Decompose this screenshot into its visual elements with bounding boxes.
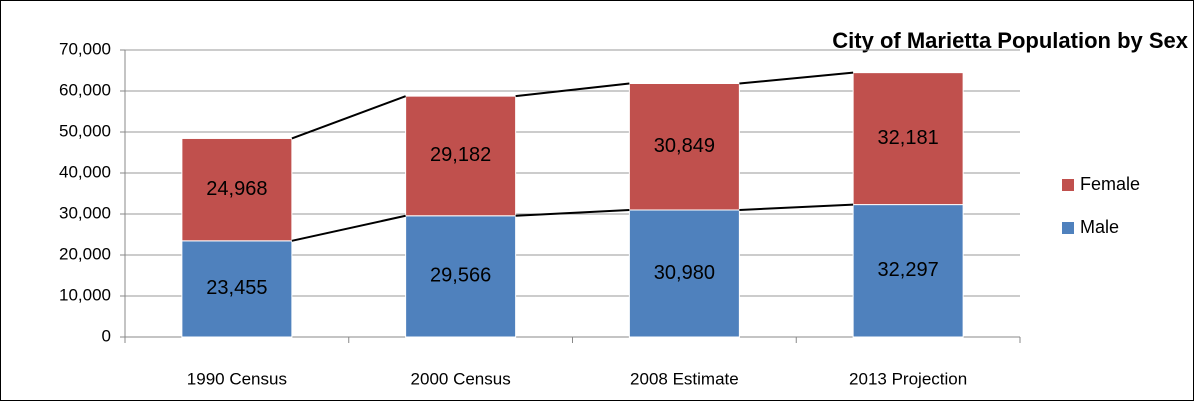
y-tick-label: 20,000 [59, 244, 111, 263]
value-label: 32,297 [878, 259, 939, 281]
value-label: 32,181 [878, 127, 939, 149]
y-tick-label: 30,000 [59, 203, 111, 222]
series-line [515, 82, 630, 98]
chart-title: City of Marietta Population by Sex [832, 28, 1188, 53]
y-tick-label: 60,000 [59, 80, 111, 99]
series-line [515, 208, 630, 217]
legend-swatch [1062, 179, 1074, 191]
y-tick-label: 0 [102, 326, 111, 345]
value-label: 30,980 [654, 262, 715, 284]
value-label: 30,849 [654, 135, 715, 157]
series-line [739, 203, 854, 211]
bar-segment [628, 83, 740, 211]
series-line [739, 71, 854, 85]
legend-label: Female [1080, 174, 1140, 194]
y-tick-label: 10,000 [59, 285, 111, 304]
y-tick-label: 40,000 [59, 162, 111, 181]
value-label: 23,455 [206, 277, 267, 299]
series-line [291, 214, 406, 242]
legend-label: Male [1080, 217, 1119, 237]
bar-segment [405, 215, 517, 338]
bar-segment [852, 72, 964, 206]
x-tick-label: 1990 Census [187, 369, 287, 388]
bar-segment [628, 209, 740, 338]
value-label: 29,182 [430, 144, 491, 166]
bar-segment [181, 240, 293, 338]
x-tick-label: 2000 Census [411, 369, 511, 388]
value-label: 29,566 [430, 265, 491, 287]
value-label: 24,968 [206, 178, 267, 200]
bar-segment [405, 95, 517, 217]
y-tick-label: 50,000 [59, 121, 111, 140]
series-line [291, 95, 406, 140]
x-tick-label: 2008 Estimate [630, 369, 739, 388]
legend-swatch [1062, 222, 1074, 234]
bar-segment [181, 137, 293, 242]
x-tick-label: 2013 Projection [849, 369, 967, 388]
y-tick-label: 70,000 [59, 39, 111, 58]
